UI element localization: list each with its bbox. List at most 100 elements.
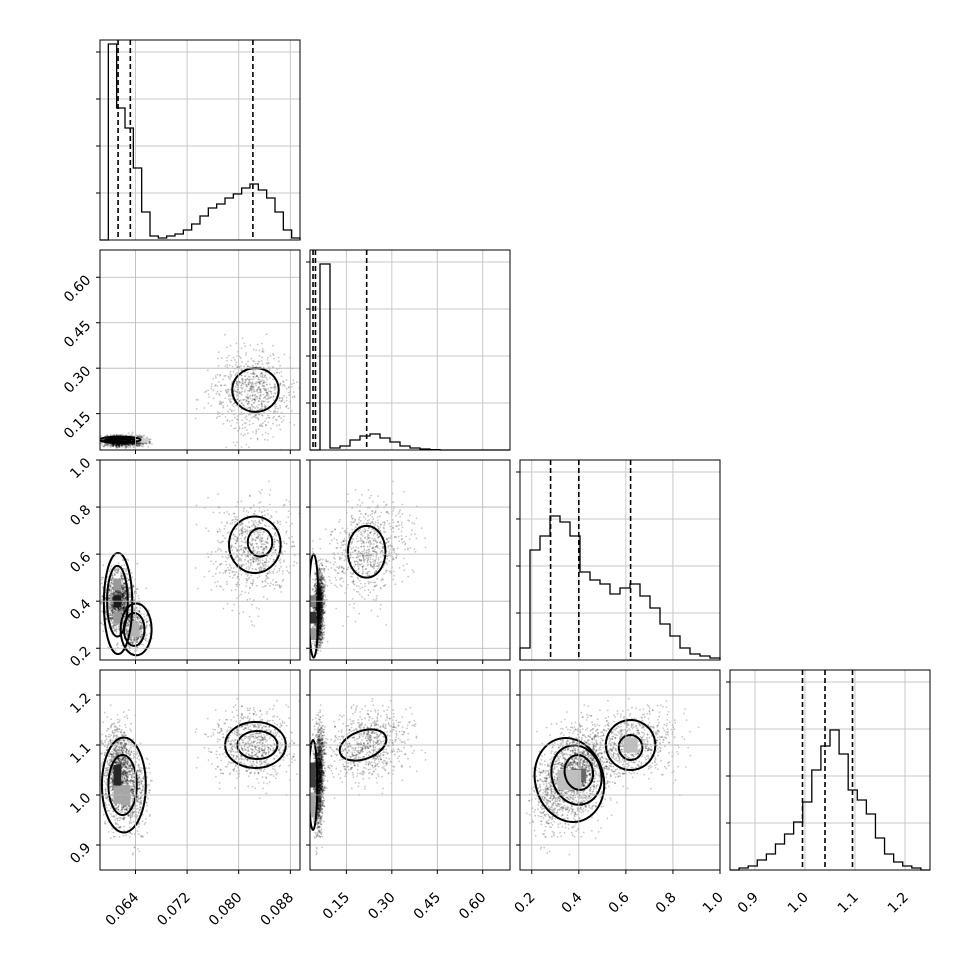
- sample-point: [219, 374, 222, 377]
- sample-point: [258, 409, 261, 411]
- sample-point: [218, 541, 221, 544]
- sample-point: [292, 541, 295, 544]
- sample-point: [257, 391, 260, 394]
- sample-point: [133, 592, 136, 595]
- sample-point: [128, 578, 130, 581]
- sample-point: [116, 433, 118, 436]
- sample-point: [254, 393, 256, 396]
- sample-point: [129, 617, 131, 620]
- sample-point: [123, 596, 126, 599]
- sample-point: [252, 556, 255, 559]
- sample-point: [112, 595, 114, 598]
- sample-point: [115, 434, 118, 436]
- sample-point: [241, 532, 244, 535]
- sample-point: [273, 387, 276, 389]
- sample-point: [273, 415, 276, 418]
- sample-point: [256, 388, 259, 391]
- sample-point: [118, 444, 121, 447]
- sample-point: [116, 444, 119, 446]
- sample-point: [224, 333, 226, 336]
- sample-point: [272, 344, 274, 347]
- sample-point: [251, 582, 254, 585]
- sample-point: [114, 606, 117, 609]
- sample-point: [109, 607, 111, 610]
- sample-point: [113, 607, 115, 610]
- sample-point: [121, 444, 124, 447]
- sample-point: [254, 390, 256, 392]
- sample-point: [139, 624, 142, 627]
- sample-point: [139, 636, 142, 639]
- sample-point: [194, 567, 197, 569]
- sample-point: [261, 347, 264, 350]
- sample-point: [258, 397, 261, 400]
- sample-point: [257, 400, 260, 402]
- sample-point: [255, 395, 258, 398]
- sample-point: [255, 542, 258, 545]
- sample-point: [133, 607, 136, 610]
- sample-point: [249, 494, 251, 497]
- sample-point: [260, 408, 262, 410]
- sample-point: [116, 591, 118, 594]
- sample-point: [262, 551, 264, 554]
- sample-point: [148, 624, 151, 627]
- sample-point: [121, 577, 123, 580]
- sample-point: [279, 586, 281, 589]
- sample-point: [227, 395, 230, 397]
- sample-point: [125, 625, 128, 628]
- sample-point: [112, 607, 115, 609]
- sample-point: [109, 605, 112, 608]
- sample-point: [212, 397, 215, 400]
- sample-point: [115, 569, 118, 572]
- sample-point: [210, 404, 213, 407]
- sample-point: [261, 559, 264, 562]
- sample-point: [109, 584, 112, 587]
- sample-point: [135, 442, 138, 445]
- sample-point: [258, 386, 260, 389]
- sample-point: [120, 574, 123, 577]
- sample-point: [116, 628, 118, 631]
- sample-point: [116, 446, 119, 449]
- sample-point: [265, 545, 267, 548]
- sample-point: [122, 591, 125, 594]
- sample-point: [263, 531, 265, 534]
- sample-point: [117, 609, 120, 611]
- sample-point: [135, 641, 138, 643]
- sample-point: [117, 607, 120, 610]
- sample-point: [140, 636, 142, 638]
- sample-point: [231, 609, 234, 612]
- sample-point: [248, 566, 251, 569]
- sample-point: [123, 607, 126, 609]
- sample-point: [122, 593, 125, 596]
- sample-point: [246, 598, 249, 601]
- sample-point: [216, 390, 219, 393]
- sample-point: [121, 599, 124, 601]
- sample-point: [215, 560, 217, 563]
- sample-point: [256, 576, 259, 579]
- sample-point: [218, 415, 221, 418]
- sample-point: [268, 409, 270, 412]
- sample-point: [122, 604, 124, 606]
- sample-point: [111, 598, 114, 601]
- sample-point: [276, 539, 279, 542]
- sample-point: [244, 531, 247, 533]
- sample-point: [248, 395, 251, 398]
- sample-point: [245, 352, 248, 354]
- sample-point: [273, 540, 276, 543]
- sample-point: [270, 396, 272, 398]
- sample-point: [227, 410, 229, 413]
- sample-point: [272, 572, 275, 575]
- sample-point: [205, 390, 208, 393]
- sample-point: [258, 521, 260, 524]
- sample-point: [258, 408, 261, 411]
- sample-point: [220, 402, 223, 404]
- sample-point: [247, 413, 250, 416]
- sample-point: [133, 609, 136, 612]
- sample-point: [269, 503, 271, 506]
- sample-point: [127, 432, 130, 435]
- sample-point: [126, 622, 129, 624]
- sample-point: [195, 398, 198, 401]
- sample-point: [117, 444, 120, 446]
- sample-point: [227, 556, 230, 559]
- sample-point: [223, 512, 226, 514]
- sample-point: [240, 374, 243, 377]
